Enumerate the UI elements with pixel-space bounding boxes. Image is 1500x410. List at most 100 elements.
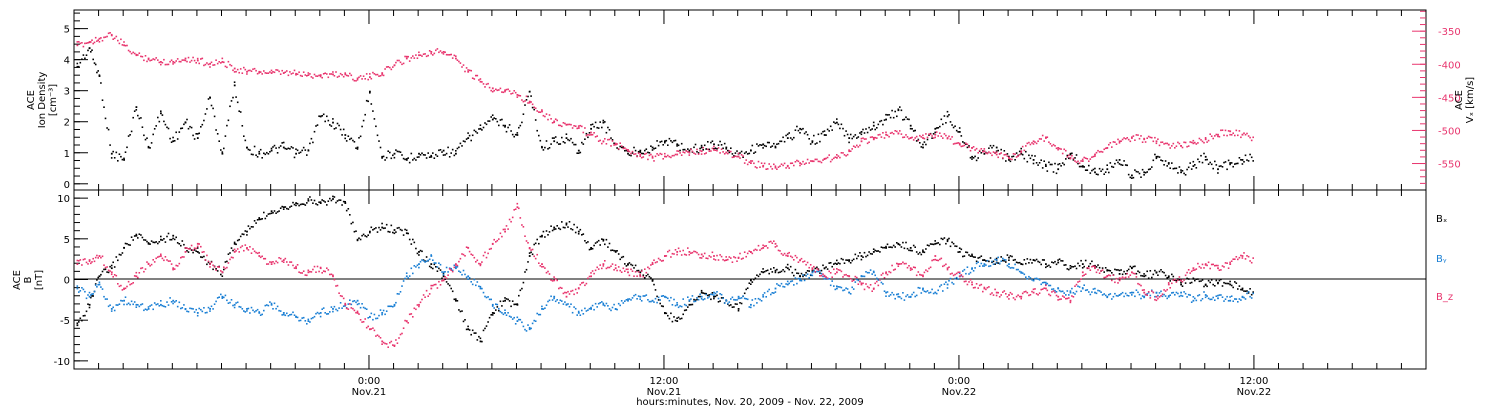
bx-point (241, 233, 244, 235)
density-point (284, 147, 287, 150)
vx-point (694, 153, 697, 155)
by-point (839, 286, 841, 288)
bx-point (1227, 282, 1230, 285)
bz-point (488, 248, 491, 250)
bx-sample (1020, 263, 1023, 265)
vx-point (422, 53, 425, 55)
bz-point (302, 270, 305, 272)
bz-point (458, 260, 460, 263)
bz-point (1134, 272, 1136, 275)
density-point (316, 124, 319, 126)
bx-point (1178, 279, 1181, 281)
density-point (516, 132, 519, 134)
by-point (671, 304, 674, 306)
by-sample (504, 312, 506, 314)
vx-point (891, 131, 893, 134)
bottom-y-label: ACE B [nT] (12, 270, 45, 290)
by-point (567, 303, 569, 305)
by-point (1149, 294, 1152, 297)
bz-point (97, 257, 99, 259)
density-point (1009, 160, 1012, 163)
vx-point (958, 142, 961, 145)
bx-point (365, 235, 368, 238)
bx-point (1117, 269, 1119, 271)
bx-point (955, 245, 958, 248)
vx-point (539, 111, 542, 113)
density-point (674, 139, 677, 142)
by-point (155, 303, 157, 306)
density-point (172, 136, 174, 139)
vx-sample (209, 62, 211, 65)
bz-point (206, 254, 208, 257)
bx-point (362, 233, 365, 236)
vx-point (1072, 157, 1075, 160)
vx-point (81, 42, 83, 44)
density-point (313, 130, 316, 133)
density-point (951, 124, 953, 126)
bx-point (982, 259, 984, 261)
bx-sample (1008, 256, 1010, 259)
bx-point (533, 243, 535, 246)
by-point (1175, 291, 1178, 294)
by-point (499, 310, 502, 313)
density-point (90, 51, 92, 53)
by-point (596, 306, 598, 308)
bottom-ytick-label: 0 (64, 276, 70, 287)
by-point (1003, 258, 1006, 261)
vx-point (415, 54, 417, 56)
vx-sample (196, 59, 199, 62)
bz-point (1215, 264, 1218, 267)
vx-point (350, 74, 353, 77)
density-point (186, 118, 188, 121)
by-point (633, 294, 635, 297)
vx-point (238, 71, 240, 74)
vx-point (1098, 151, 1101, 153)
bx-point (490, 314, 492, 316)
density-point (783, 140, 786, 143)
vx-point (940, 135, 943, 137)
density-point (289, 148, 291, 150)
bz-point (679, 250, 681, 253)
density-point (585, 132, 588, 135)
density-point (1084, 169, 1087, 171)
by-point (674, 304, 677, 307)
bz-point (138, 272, 141, 274)
vx-point (124, 44, 127, 47)
bx-point (968, 254, 970, 256)
vx-point (1141, 141, 1144, 143)
bx-point (926, 244, 929, 246)
bz-point (711, 251, 714, 254)
bz-point (889, 271, 892, 274)
bx-point (401, 229, 403, 232)
by-point (912, 291, 915, 294)
vx-point (857, 146, 860, 148)
bx-sample (516, 303, 519, 306)
by-point (819, 270, 821, 272)
density-point (833, 121, 835, 123)
by-point (387, 305, 389, 308)
density-point (327, 119, 330, 122)
vx-sample (713, 149, 715, 151)
density-point (91, 49, 93, 51)
bz-point (1163, 289, 1165, 291)
vx-point (765, 168, 767, 170)
by-point (954, 277, 956, 280)
density-point (1244, 154, 1247, 157)
bx-point (680, 317, 683, 320)
by-point (273, 302, 276, 305)
vx-point (1025, 145, 1027, 147)
bx-point (803, 274, 806, 276)
density-point (278, 146, 280, 149)
density-point (670, 140, 672, 142)
bz-point (1097, 269, 1099, 271)
top-ytick-label: 5 (64, 25, 70, 36)
bx-point (476, 339, 479, 341)
vx-point (269, 71, 271, 73)
density-sample (1045, 165, 1047, 167)
bx-point (375, 227, 377, 229)
bx-point (766, 269, 769, 272)
bz-point (1147, 291, 1150, 293)
by-point (926, 290, 929, 292)
density-point (624, 149, 626, 152)
density-point (601, 126, 603, 129)
